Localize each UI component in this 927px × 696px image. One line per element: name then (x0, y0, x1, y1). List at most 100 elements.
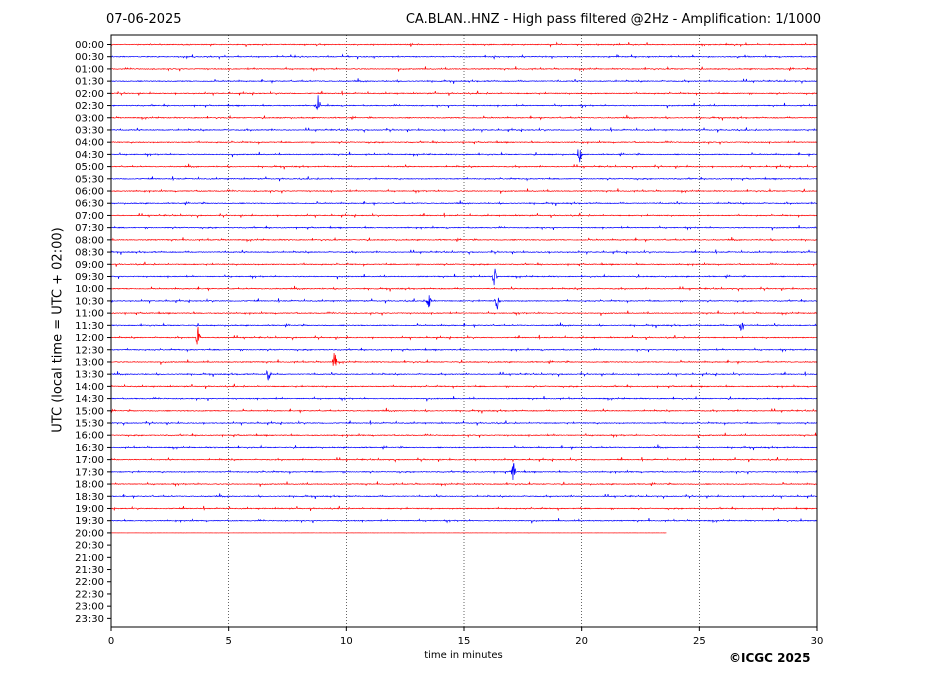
y-tick-label: 14:30 (75, 394, 104, 405)
y-tick-label: 06:00 (75, 187, 104, 198)
trace-0330 (111, 127, 818, 134)
y-tick-label: 01:00 (75, 64, 104, 75)
trace-1630 (110, 444, 818, 451)
y-tick-label: 09:30 (75, 272, 104, 283)
trace-1130 (110, 322, 818, 331)
y-tick-label: 20:00 (75, 528, 104, 539)
trace-0630 (110, 200, 818, 207)
trace-0600 (110, 188, 818, 195)
y-tick-label: 00:00 (75, 40, 104, 51)
y-tick-label: 10:00 (75, 284, 104, 295)
y-tick-label: 22:00 (75, 577, 104, 588)
y-tick-label: 23:00 (75, 602, 104, 613)
y-tick-label: 15:30 (75, 419, 104, 430)
trace-0100 (110, 65, 818, 72)
trace-1700 (110, 456, 818, 463)
x-tick-label: 0 (108, 636, 114, 647)
x-tick-label: 20 (575, 636, 588, 647)
y-tick-label: 17:00 (75, 455, 104, 466)
y-tick-label: 03:00 (75, 113, 104, 124)
trace-0830 (110, 249, 818, 256)
y-tick-label: 07:30 (75, 223, 104, 234)
y-tick-label: 04:00 (75, 138, 104, 149)
trace-1030 (110, 295, 818, 310)
x-tick-label: 25 (693, 636, 706, 647)
y-tick-label: 17:30 (75, 467, 104, 478)
trace-0300 (110, 114, 818, 121)
y-tick-label: 03:30 (75, 125, 104, 136)
trace-0000 (110, 41, 818, 48)
trace-1500 (110, 407, 818, 414)
plot-frame (110, 34, 818, 628)
trace-0400 (110, 139, 818, 145)
x-tick-label: 15 (458, 636, 471, 647)
y-tick-label: 08:00 (75, 235, 104, 246)
plot-title: CA.BLAN..HNZ - High pass filtered @2Hz -… (405, 12, 821, 27)
x-tick-label: 30 (811, 636, 824, 647)
trace-1330 (110, 369, 818, 381)
y-tick-label: 02:30 (75, 101, 104, 112)
y-tick-label: 23:30 (75, 614, 104, 625)
trace-1000 (110, 285, 818, 292)
y-tick-label: 15:00 (75, 406, 104, 417)
y-tick-label: 22:30 (75, 589, 104, 600)
y-tick-label: 16:30 (75, 443, 104, 454)
y-tick-label: 18:00 (75, 480, 104, 491)
y-tick-label: 12:00 (75, 333, 104, 344)
trace-1800 (110, 481, 818, 488)
x-axis-label-text: time in minutes (424, 650, 503, 661)
trace-0800 (110, 236, 818, 243)
trace-0930 (110, 268, 818, 286)
trace-1100 (110, 310, 818, 317)
y-tick-label: 14:00 (75, 382, 104, 393)
y-tick-label: 11:00 (75, 309, 104, 320)
y-tick-label: 13:30 (75, 370, 104, 381)
y-axis-label: UTC (local time = UTC + 02:00) (50, 227, 66, 433)
copyright-notice: ©ICGC 2025 (729, 651, 811, 665)
seismic-traces (110, 41, 818, 534)
trace-1230 (110, 347, 818, 353)
trace-0200 (110, 90, 818, 97)
trace-1900 (110, 505, 818, 512)
trace-0230 (110, 95, 818, 111)
x-axis-ticks: 0 5 10 15 20 25 30 (108, 627, 824, 647)
plot-date: 07-06-2025 (106, 12, 182, 27)
y-tick-label: 09:00 (75, 260, 104, 271)
trace-1600 (110, 432, 818, 439)
y-tick-label: 00:30 (75, 52, 104, 63)
y-tick-label: 16:00 (75, 431, 104, 442)
trace-1430 (110, 395, 818, 402)
trace-0730 (110, 225, 818, 231)
y-tick-label: 21:30 (75, 565, 104, 576)
x-axis-label: time in minutes (0, 650, 927, 661)
y-tick-label: 07:00 (75, 211, 104, 222)
trace-1830 (110, 493, 818, 500)
y-tick-label: 13:00 (75, 357, 104, 368)
trace-0500 (110, 163, 818, 170)
trace-1530 (110, 420, 818, 427)
trace-1200 (110, 326, 818, 345)
y-tick-label: 01:30 (75, 77, 104, 88)
x-tick-label: 5 (225, 636, 231, 647)
trace-0900 (110, 261, 818, 267)
y-tick-label: 20:30 (75, 541, 104, 552)
y-tick-label: 02:00 (75, 89, 104, 100)
y-tick-label: 08:30 (75, 248, 104, 259)
trace-1930 (110, 517, 818, 524)
y-tick-label: 10:30 (75, 296, 104, 307)
x-tick-label: 10 (340, 636, 353, 647)
y-tick-label: 12:30 (75, 345, 104, 356)
y-tick-label: 21:00 (75, 553, 104, 564)
trace-0030 (110, 53, 818, 60)
trace-0700 (110, 212, 818, 219)
y-tick-label: 19:00 (75, 504, 104, 515)
y-tick-label: 19:30 (75, 516, 104, 527)
trace-1300 (110, 352, 818, 366)
y-tick-label: 11:30 (75, 321, 104, 332)
y-tick-label: 18:30 (75, 492, 104, 503)
trace-0530 (110, 176, 818, 182)
y-tick-label: 05:30 (75, 174, 104, 185)
trace-1730 (110, 463, 818, 480)
